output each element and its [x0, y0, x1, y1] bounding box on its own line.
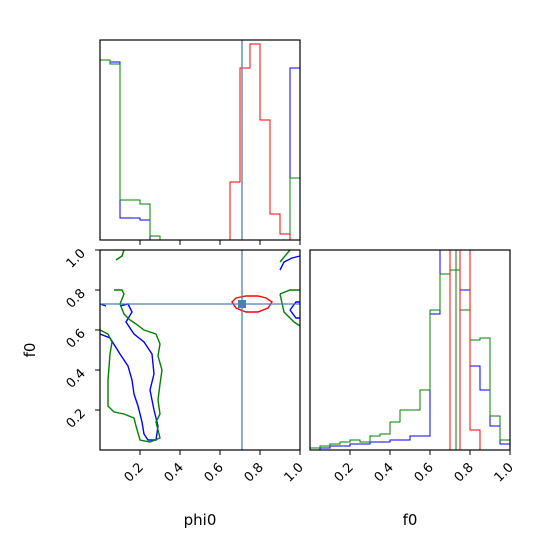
- contour-0-4: [289, 301, 300, 311]
- phi0-marginal-frame: [99, 39, 301, 241]
- contour-1-4: [279, 249, 291, 263]
- contour-1-3: [279, 293, 301, 327]
- f0-xtick-label-1: 0.4: [372, 460, 397, 485]
- f0-xtick-label-4: 1.0: [492, 460, 517, 485]
- f0-xtick-label-2: 0.6: [412, 460, 437, 485]
- phi0-histogram-2: [229, 43, 300, 241]
- joint-panel: 0.2 0.4 0.6 0.8 1.0 0.2 0.4 0.6 0.8 1.0: [64, 246, 307, 485]
- f0-xtick-label-0: 0.2: [332, 460, 357, 485]
- f0-marginal-ticks: 0.2 0.4 0.6 0.8 1.0: [332, 450, 517, 485]
- contour-1-2: [279, 289, 300, 295]
- joint-xtick-label-2: 0.6: [202, 460, 227, 485]
- f0-marginal-frame: [309, 249, 511, 451]
- joint-ytick-label-3: 0.8: [64, 286, 89, 311]
- y-axis-label-f0: f0: [21, 343, 39, 358]
- joint-contours: [99, 249, 301, 450]
- contour-1-1: [115, 249, 125, 261]
- phi0-marginal-panel: [99, 39, 301, 245]
- contour-0-3: [289, 309, 300, 319]
- joint-ytick-label-2: 0.6: [64, 326, 89, 351]
- joint-xtick-label-4: 1.0: [282, 460, 307, 485]
- f0-marginal-panel: 0.2 0.4 0.6 0.8 1.0: [309, 249, 517, 485]
- joint-truth-marker: [238, 300, 246, 308]
- joint-ytick-label-1: 0.4: [64, 366, 89, 391]
- x-axis-label-f0: f0: [403, 511, 418, 529]
- joint-frame: [99, 249, 301, 451]
- phi0-marginal-ticks: [139, 240, 301, 245]
- f0-xtick-label-3: 0.8: [452, 460, 477, 485]
- contour-1-0: [99, 289, 163, 443]
- joint-xtick-label-0: 0.2: [122, 460, 147, 485]
- contour-0-2: [279, 255, 301, 271]
- phi0-histograms: [99, 40, 301, 241]
- contour-2-0: [231, 295, 273, 313]
- contour-0-0: [99, 303, 159, 441]
- f0-histogram-1: [309, 269, 511, 450]
- joint-xtick-label-3: 0.8: [242, 460, 267, 485]
- joint-ytick-label-4: 1.0: [64, 246, 89, 271]
- phi0-histogram-1: [99, 59, 301, 241]
- joint-ytick-label-0: 0.2: [64, 406, 89, 431]
- joint-xtick-label-1: 0.4: [162, 460, 187, 485]
- f0-histograms: [309, 249, 511, 451]
- x-axis-label-phi0: phi0: [184, 511, 217, 529]
- f0-histogram-0: [310, 249, 511, 451]
